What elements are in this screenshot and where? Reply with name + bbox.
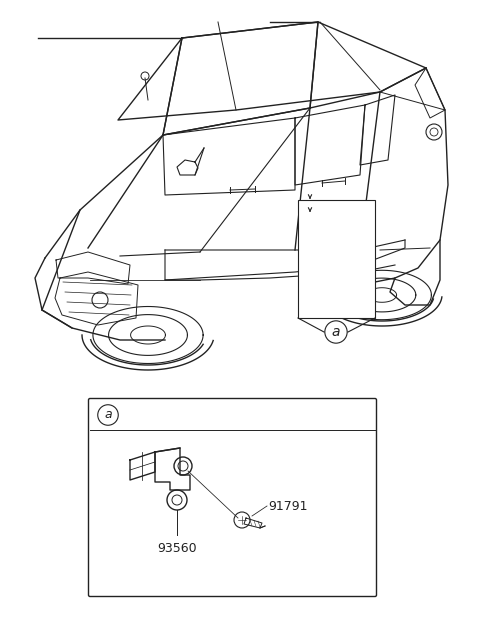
FancyBboxPatch shape [88,399,376,597]
Text: 91791: 91791 [268,499,308,512]
Text: 93560: 93560 [157,542,197,555]
Text: a: a [104,409,112,421]
Bar [298,200,375,318]
Text: a: a [332,325,340,339]
